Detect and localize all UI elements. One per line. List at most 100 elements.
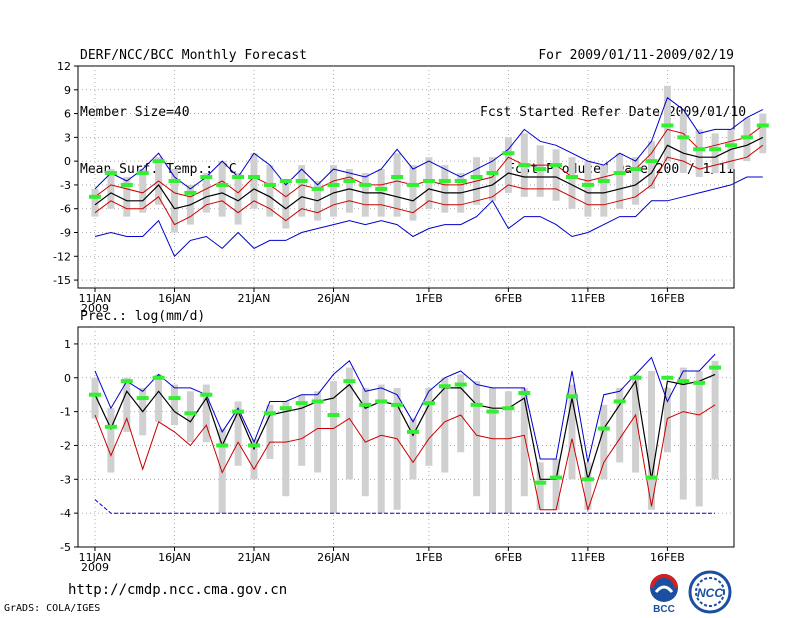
panel1-ytick-label: -9 <box>60 227 71 240</box>
panel1-marker <box>391 175 404 179</box>
panel2-marker <box>613 399 626 404</box>
panel1-ensemble-bar <box>123 177 131 217</box>
panel2-ensemble-bar <box>393 387 401 510</box>
panel1-ensemble-bar <box>632 157 640 205</box>
panel2-marker <box>311 399 324 404</box>
panel2-ensemble-bar <box>568 384 576 480</box>
panel2-marker <box>534 480 547 485</box>
panel2-marker <box>184 411 197 416</box>
panel1-marker <box>136 171 149 176</box>
panel1-marker <box>279 178 292 183</box>
panel2-frame <box>77 326 735 548</box>
panel1-ensemble-bar <box>234 173 242 225</box>
panel1-ensemble-bar <box>679 113 687 174</box>
panel2-ensemble-bar <box>250 438 258 480</box>
panel2-ensemble-bar <box>91 377 99 419</box>
panel1-marker <box>629 167 642 172</box>
panel1-ensemble-bar <box>202 173 210 213</box>
panel2-ytick-label: -4 <box>60 507 71 520</box>
panel2-marker <box>343 379 356 384</box>
panel2-ensemble-bar <box>473 381 481 497</box>
panel2-min-line <box>94 404 716 512</box>
panel1-marker <box>581 182 594 187</box>
panel1-marker <box>725 143 737 148</box>
panel1-ensemble-bar <box>695 129 703 177</box>
panel1-mean-line <box>94 136 764 210</box>
panel1-marker <box>740 135 753 140</box>
panel2-ensemble-bar <box>202 384 210 443</box>
panel2-ensemble-bar <box>632 374 640 473</box>
panel2-marker <box>438 384 451 389</box>
panel1-marker <box>216 182 229 187</box>
panel2-ensemble-bar <box>695 371 703 507</box>
panel1-marker <box>168 178 181 183</box>
panel1-min-line <box>94 176 763 258</box>
panel2-marker <box>677 379 690 384</box>
panel1-marker <box>327 182 340 187</box>
panel1-xtick-label: 26JAN <box>317 292 350 305</box>
panel1-ensemble-bar <box>171 169 178 233</box>
panel1-ensemble-bar <box>393 153 401 217</box>
panel2-ensemble-bar <box>123 377 131 432</box>
panel2-ensemble-bar <box>155 374 163 422</box>
panel2-marker <box>200 392 213 397</box>
panel2-ensemble-bar <box>266 404 274 459</box>
panel1-marker <box>184 190 197 195</box>
panel1-marker <box>295 178 308 183</box>
panel1-marker <box>709 147 722 152</box>
panel1-ensemble-bar <box>250 153 258 209</box>
panel1-ytick-label: 0 <box>64 155 71 168</box>
panel2-ensemble-bar <box>234 401 242 466</box>
panel1-marker <box>343 178 356 183</box>
panel2-marker <box>375 399 388 404</box>
panel1-marker <box>502 151 515 156</box>
panel2-marker <box>263 411 276 416</box>
panel2-marker <box>470 402 483 407</box>
panel1-ytick-label: -6 <box>60 203 71 216</box>
panel2-ensemble-bar <box>600 404 608 480</box>
panel1-marker <box>359 182 372 187</box>
member-size-label: Member Size=40 <box>80 105 190 120</box>
panel2-ytick-label: 1 <box>64 338 71 351</box>
panel2-ensemble-bar <box>679 367 687 500</box>
panel2-marker <box>566 394 578 399</box>
bcc-logo-text: BCC <box>653 604 675 615</box>
panel1-marker <box>550 163 563 168</box>
panel1-marker <box>534 167 547 172</box>
panel1-xtick-label: 1FEB <box>415 292 443 305</box>
panel1-marker <box>518 163 531 168</box>
panel1-ensemble-bar <box>711 133 719 174</box>
panel1-xtick-label: 21JAN <box>238 292 271 305</box>
panel2-marker <box>454 382 467 387</box>
panel1-marker <box>677 135 690 140</box>
panel1-marker <box>375 186 388 191</box>
panel1-marker <box>152 159 165 164</box>
panel2-marker <box>295 401 308 406</box>
grads-credit: GrADS: COLA/IGES <box>4 603 101 614</box>
panel2-xtick-label: 16FEB <box>650 551 685 564</box>
panel1-ensemble-bar <box>218 161 226 217</box>
panel1-marker <box>661 123 674 128</box>
panel2-ensemble-bar <box>520 387 528 497</box>
panel2-xtick-label: 1FEB <box>415 551 443 564</box>
panel2-marker <box>136 396 149 401</box>
panel1-ensemble-bar <box>759 113 767 154</box>
panel2-marker <box>216 443 229 448</box>
panel1-ytick-label: 9 <box>64 84 71 97</box>
panel2-ytick-label: -1 <box>60 406 71 419</box>
panel2-marker <box>327 413 340 417</box>
panel1-ytick-label: 6 <box>64 108 71 121</box>
panel2-ensemble-bar <box>186 391 194 443</box>
panel2-ensemble-bar <box>552 459 560 510</box>
panel2-xtick-label: 16JAN <box>158 551 191 564</box>
panel1-xtick-label: 16FEB <box>650 292 685 305</box>
panel2-ensemble-bar <box>441 377 449 473</box>
panel1-xtick-label: 16JAN <box>158 292 191 305</box>
panel2-marker <box>168 396 181 401</box>
panel2-ensemble-bar <box>218 428 226 514</box>
panel2-ytick-label: -2 <box>60 439 71 452</box>
panel1-ensemble-bar <box>552 149 560 201</box>
panel2-marker <box>661 375 674 380</box>
panel2-ensemble-bar <box>298 394 306 466</box>
panel2-ensemble-bar <box>489 387 496 514</box>
